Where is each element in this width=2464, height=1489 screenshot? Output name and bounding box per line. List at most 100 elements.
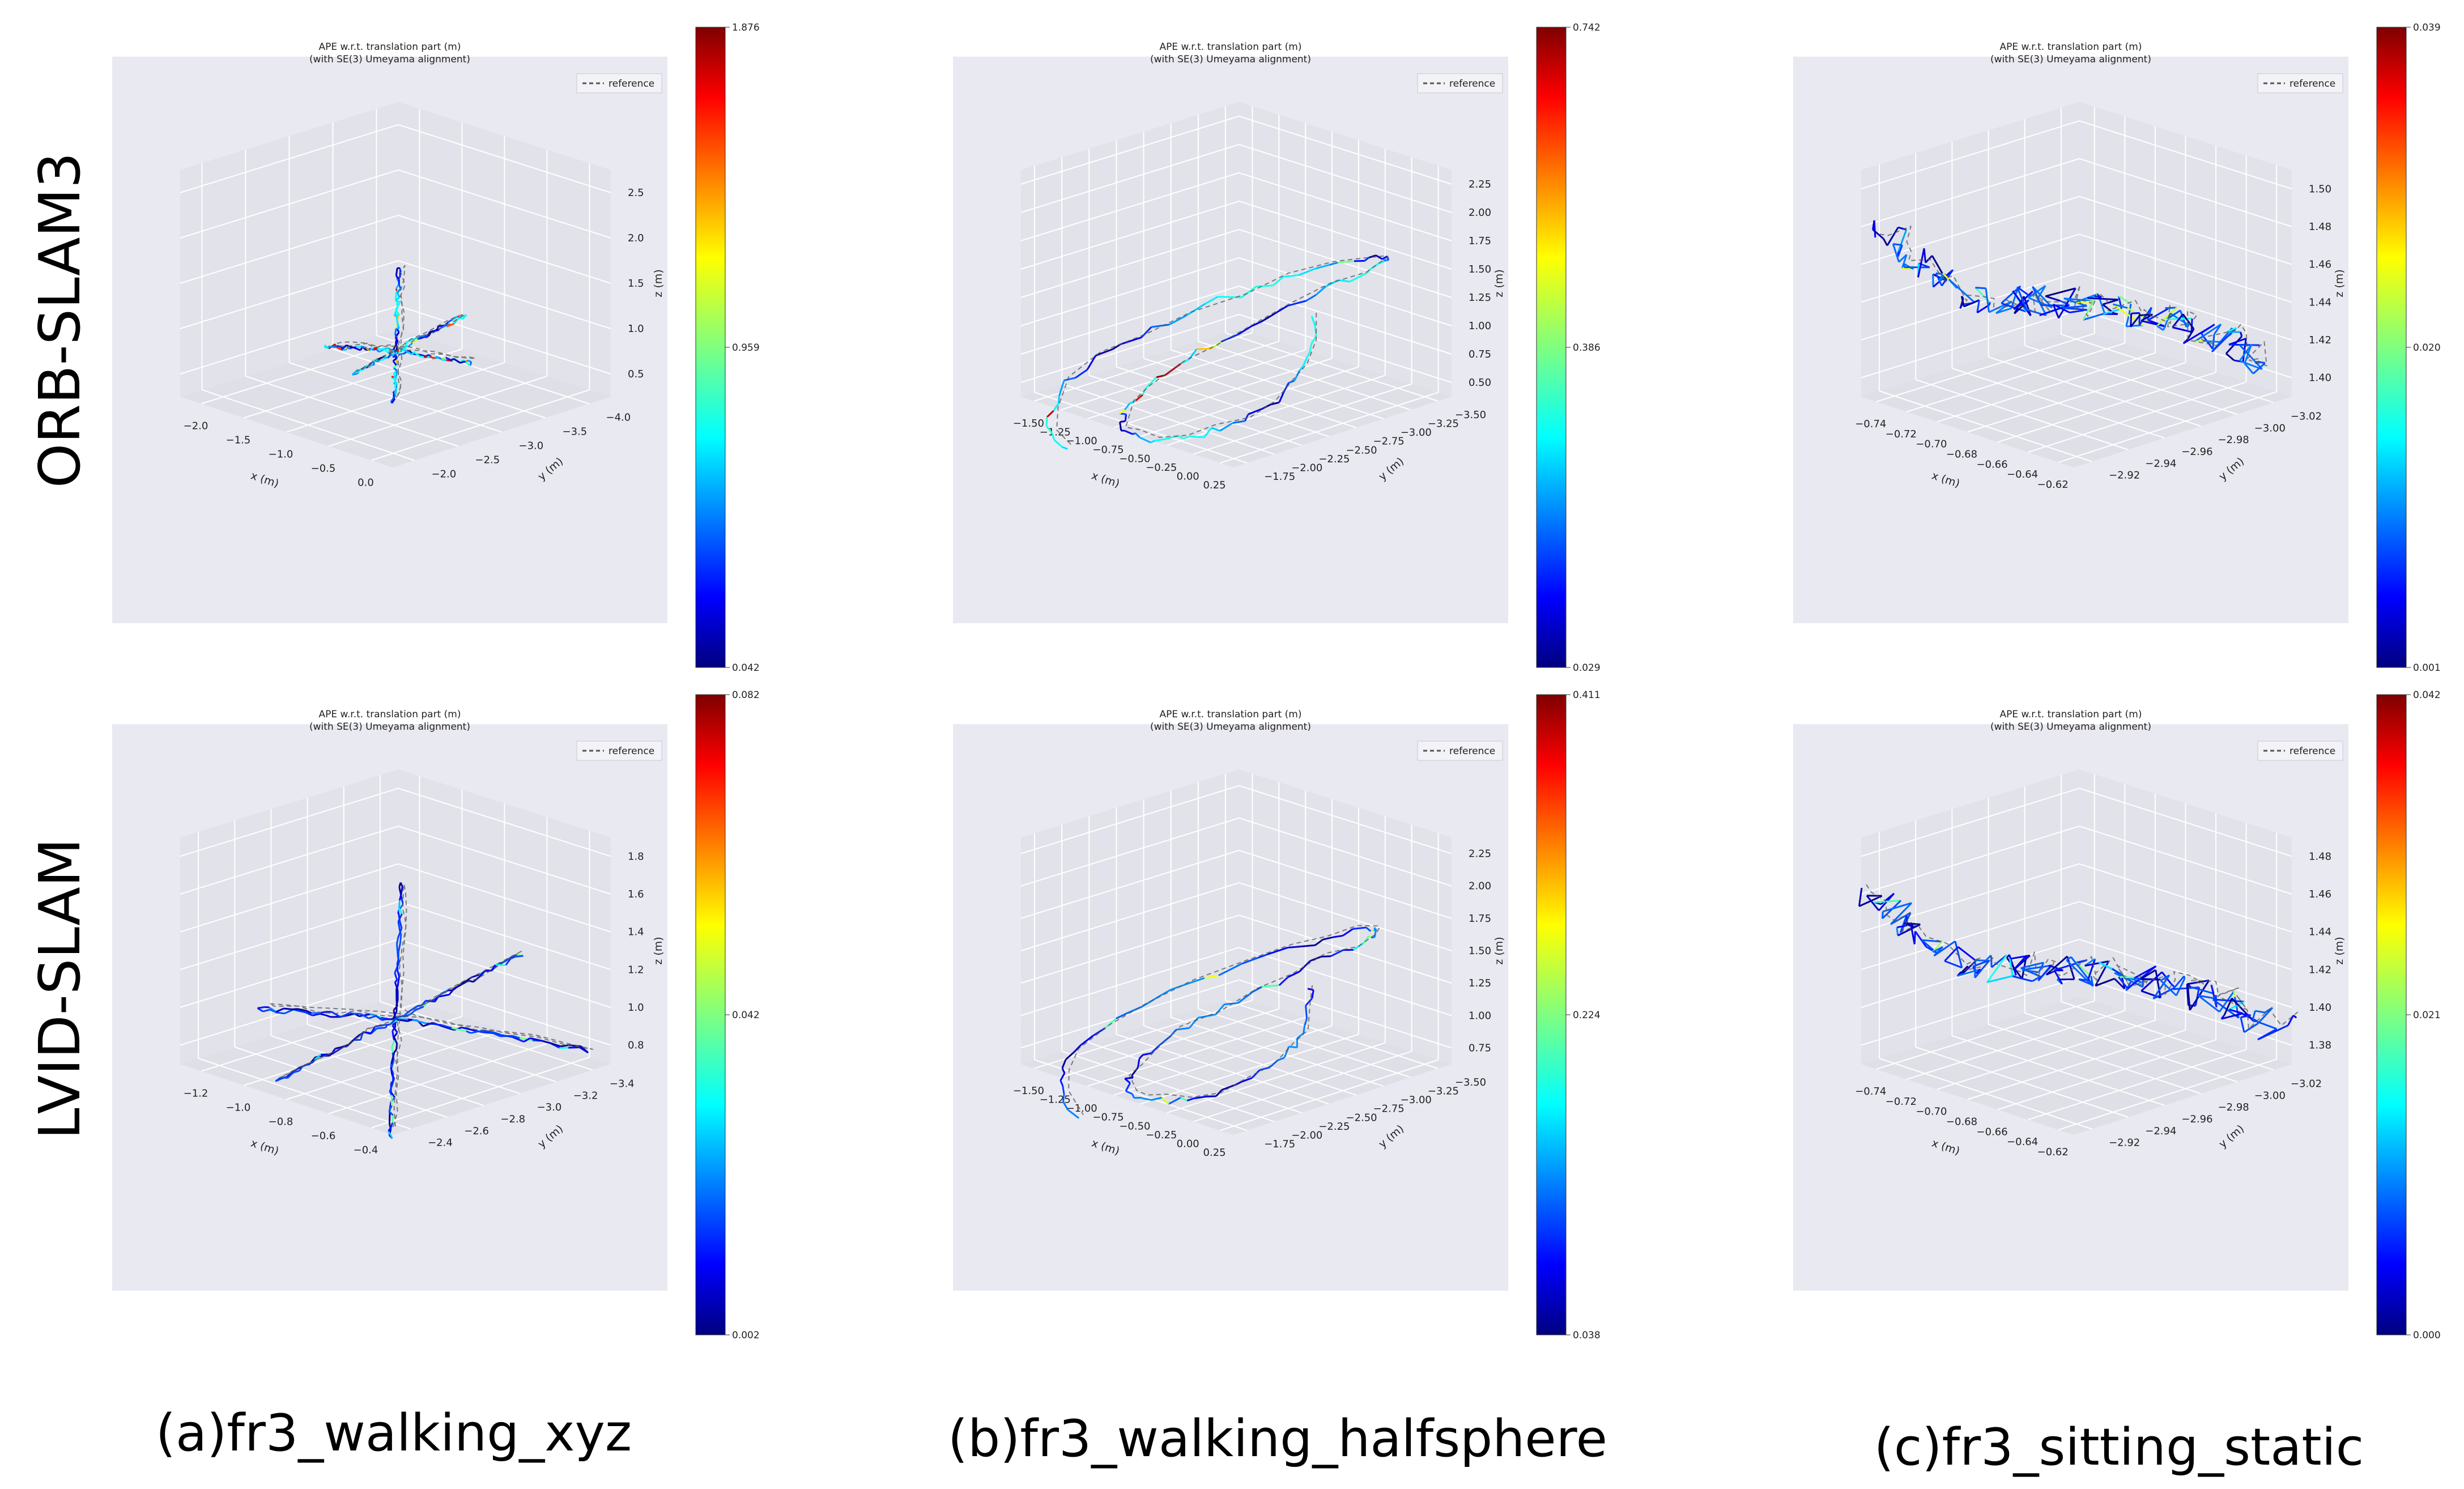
trajectory-segment (2066, 956, 2075, 980)
grid-line-z (1020, 228, 1452, 298)
trajectory-segment (297, 1010, 306, 1014)
trajectory-segment (1938, 273, 1944, 282)
grid-line-x (329, 1043, 547, 1114)
grid-lines (180, 775, 611, 1130)
trajectory-segment (1062, 1094, 1065, 1102)
z-tick-label: 1.25 (1469, 292, 1491, 304)
x-tick-label: −0.4 (354, 1145, 378, 1156)
trajectory-segment (1314, 325, 1317, 337)
trajectory-segment (1310, 335, 1317, 344)
x-tick-label: −0.62 (2037, 1146, 2069, 1158)
y-tick-label: −3.0 (537, 1101, 562, 1113)
trajectory-segment (1321, 955, 1331, 958)
z-tick-label: 1.42 (2309, 964, 2331, 976)
trajectory-segment (1186, 1097, 1194, 1101)
y-tick-label: −2.6 (464, 1125, 489, 1137)
trajectory-segment (1168, 1097, 1181, 1105)
trajectory-segment (394, 328, 397, 335)
grid-line-z (1861, 788, 2292, 857)
trajectory-segment (2212, 998, 2245, 1003)
trajectory-segment (1897, 229, 1908, 252)
trajectory-segment (2037, 966, 2050, 981)
y-tick-label: −3.00 (2254, 422, 2286, 434)
trajectory-segment (1333, 934, 1343, 938)
trajectory-segment (2155, 969, 2161, 998)
grid-line-y (333, 348, 546, 419)
trajectory-segment (1974, 960, 1977, 978)
chart-panel-orb-half: APE w.r.t. translation part (m)(with SE(… (953, 22, 1601, 674)
col-label-walking-halfsphere: (b)fr3_walking_halfsphere (948, 1409, 1607, 1469)
trajectory-segment (2175, 978, 2186, 996)
trajectory-segment (1190, 435, 1205, 439)
trajectory-segment (297, 1008, 307, 1012)
trajectory-segment (2059, 300, 2070, 307)
z-tick-label: 1.40 (2309, 1002, 2331, 1014)
trajectory-segment (1232, 420, 1245, 424)
trajectory-segment (2172, 975, 2185, 990)
grid-line-y (1952, 368, 2165, 439)
grid-line-x (1876, 1000, 2095, 1070)
trajectory-segment (393, 1032, 398, 1038)
trajectory-segment (1338, 279, 1350, 283)
trajectory-segment (1373, 929, 1376, 931)
x-tick-label: −0.75 (1092, 1112, 1124, 1124)
trajectory-segment (420, 355, 424, 358)
grid-line-x (1113, 358, 1333, 428)
x-tick-label: −0.8 (269, 1116, 293, 1128)
grid-line-x (1193, 383, 1412, 455)
trajectory-segment (482, 1031, 494, 1035)
trajectory-segment (392, 351, 399, 356)
trajectory-segment (1293, 369, 1301, 381)
legend-label: reference (608, 78, 654, 90)
trajectory-segment (1257, 953, 1269, 959)
x-tick-label: −0.62 (2037, 479, 2069, 491)
trajectory-segment (2240, 1017, 2245, 1033)
z-axis-label: z (m) (652, 937, 665, 964)
grid-line-y (1225, 999, 1439, 1069)
trajectory-segment (395, 327, 399, 330)
trajectory-segment (1237, 325, 1252, 335)
trajectory-segment (2083, 312, 2105, 321)
y-tick-label: −2.25 (1318, 453, 1350, 465)
trajectory-segment (1954, 941, 1963, 968)
grid-line-x (1997, 1039, 2216, 1111)
grid-line-y (1915, 1046, 2129, 1118)
grid-line-y (1061, 383, 1275, 455)
trajectory-segment (394, 382, 397, 388)
colorbar-label: 0.224 (1573, 1010, 1601, 1021)
z-tick-label: 1.00 (1469, 1010, 1491, 1022)
x-tick-label: −0.25 (1146, 1129, 1177, 1141)
trajectory-segment (1161, 1097, 1169, 1105)
trajectory-segment (393, 367, 398, 372)
trajectory-segment (1253, 986, 1262, 993)
trajectory-segment (2239, 360, 2263, 370)
grid-line-x (1113, 1025, 1333, 1096)
chart-panel-orb-xyz: APE w.r.t. translation part (m)(with SE(… (112, 22, 760, 674)
trajectory-segment (512, 1035, 520, 1039)
y-tick-label: −3.5 (563, 426, 588, 438)
trajectory-segment (1204, 975, 1219, 979)
x-tick-label: −0.64 (2007, 469, 2038, 480)
trajectory-segment (1304, 1018, 1308, 1026)
grid-line-x (371, 1057, 590, 1129)
y-tick-label: −3.0 (519, 440, 544, 452)
trajectory-segment (2066, 956, 2072, 961)
trajectory-segment (389, 1091, 393, 1096)
trajectory-segment (390, 1067, 393, 1076)
trajectory-segment (2197, 994, 2220, 1012)
trajectory-segment (2186, 983, 2191, 988)
trajectory-segment (2140, 971, 2163, 992)
trajectory-segment (257, 1006, 265, 1009)
trajectory-segment (2087, 978, 2091, 981)
grid-line-y (2061, 334, 2274, 403)
trajectory-segment (1119, 422, 1122, 431)
trajectory (257, 882, 593, 1139)
trajectory-segment (2190, 986, 2214, 994)
trajectory-segment (399, 269, 402, 278)
z-tick-label: 2.00 (1469, 880, 1491, 892)
z-tick-label: 1.5 (628, 278, 644, 290)
trajectory-segment (1065, 1051, 1075, 1061)
chart-panel-lvid-xyz: APE w.r.t. translation part (m)(with SE(… (112, 690, 760, 1341)
trajectory-segment (2223, 998, 2233, 1016)
trajectory-segment (1198, 1013, 1216, 1019)
